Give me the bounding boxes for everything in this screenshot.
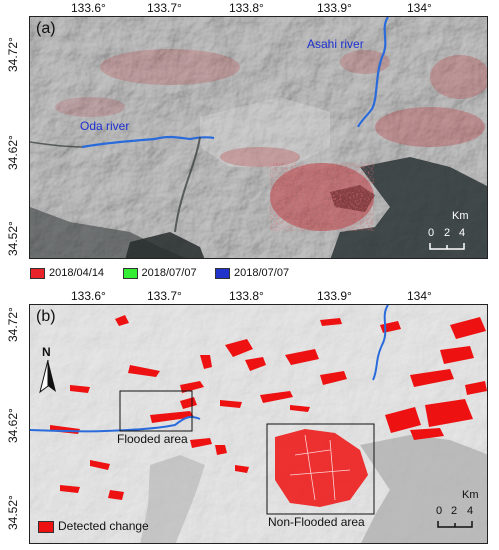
legend-b-label: Detected change — [58, 519, 149, 533]
x-tick-b-4: 133.9° — [317, 289, 352, 303]
river-plain-b — [140, 455, 205, 543]
legend-a-label-1: 2018/04/14 — [49, 267, 105, 279]
sea-area — [330, 157, 487, 258]
scale-2-b: 2 — [451, 505, 458, 517]
asahi-river-line-b — [372, 305, 389, 381]
x-tick-a-3: 133.8° — [229, 1, 264, 15]
non-flooded-area-label: Non-Flooded area — [268, 515, 365, 529]
sea-area-b — [360, 435, 487, 543]
legend-a-item-1: 2018/04/14 — [30, 267, 104, 279]
x-tick-a-5: 134° — [407, 1, 432, 15]
legend-swatch-red — [30, 267, 45, 279]
panel-a-label: (a) — [36, 20, 56, 37]
x-tick-b-3: 133.8° — [229, 289, 264, 303]
non-flooded-area-box — [266, 423, 375, 515]
y-tick-b-3: 34.52° — [6, 495, 20, 530]
flooded-area-label: Flooded area — [117, 432, 188, 446]
y-tick-b-1: 34.72° — [6, 307, 20, 342]
scale-4-b: 4 — [467, 505, 474, 517]
oda-river-line-b — [30, 416, 201, 433]
x-tick-b-1: 133.6° — [71, 289, 106, 303]
oda-river-label: Oda river — [80, 119, 130, 133]
panel-b-map: (b) Flooded area Non-Flooded area N Dete… — [29, 304, 488, 544]
y-tick-a-1: 34.72° — [6, 37, 20, 72]
flooded-area-box — [119, 390, 193, 432]
legend-a-item-3: 2018/07/07 — [215, 267, 289, 279]
legend-a-label-3: 2018/07/07 — [234, 267, 290, 279]
scale-0-a: 0 — [428, 227, 435, 239]
x-tick-a-4: 133.9° — [317, 1, 352, 15]
panel-b-label: (b) — [36, 308, 56, 325]
legend-a-item-2: 2018/07/07 — [122, 267, 197, 279]
scale-unit-b: Km — [462, 489, 479, 501]
sar-image — [30, 17, 487, 258]
non-flooded-change-cluster — [275, 429, 368, 507]
paddy-change-patches — [55, 49, 487, 231]
y-tick-a-3: 34.52° — [6, 221, 20, 256]
asahi-river-line — [356, 17, 389, 128]
legend-swatch-detected — [38, 520, 54, 533]
legend-swatch-blue — [215, 267, 231, 279]
asahi-river-label: Asahi river — [307, 37, 364, 51]
scale-unit-a: Km — [452, 210, 469, 222]
change-map — [30, 305, 487, 543]
north-arrow-icon — [39, 360, 56, 394]
x-tick-b-2: 133.7° — [147, 289, 182, 303]
x-tick-a-1: 133.6° — [71, 1, 106, 15]
urban-area — [200, 97, 330, 167]
legend-b: Detected change — [38, 519, 149, 533]
y-tick-a-2: 34.62° — [6, 135, 20, 170]
legend-a: 2018/04/14 2018/07/07 2018/07/07 — [30, 263, 303, 281]
reservoir-area — [125, 232, 205, 258]
x-tick-b-5: 134° — [407, 289, 432, 303]
scale-bar-b — [437, 521, 473, 528]
scale-bar-a — [429, 243, 465, 250]
x-tick-a-2: 133.7° — [147, 1, 182, 15]
scale-4-a: 4 — [459, 227, 466, 239]
legend-swatch-green — [122, 267, 138, 279]
scale-2-a: 2 — [444, 227, 451, 239]
north-label: N — [42, 345, 51, 359]
y-tick-b-2: 34.62° — [6, 408, 20, 443]
legend-a-label-2: 2018/07/07 — [141, 267, 197, 279]
panel-a-map: (a) Oda river Asahi river Km 0 2 4 — [29, 16, 488, 259]
oda-river-line — [81, 135, 215, 149]
scale-0-b: 0 — [436, 505, 443, 517]
